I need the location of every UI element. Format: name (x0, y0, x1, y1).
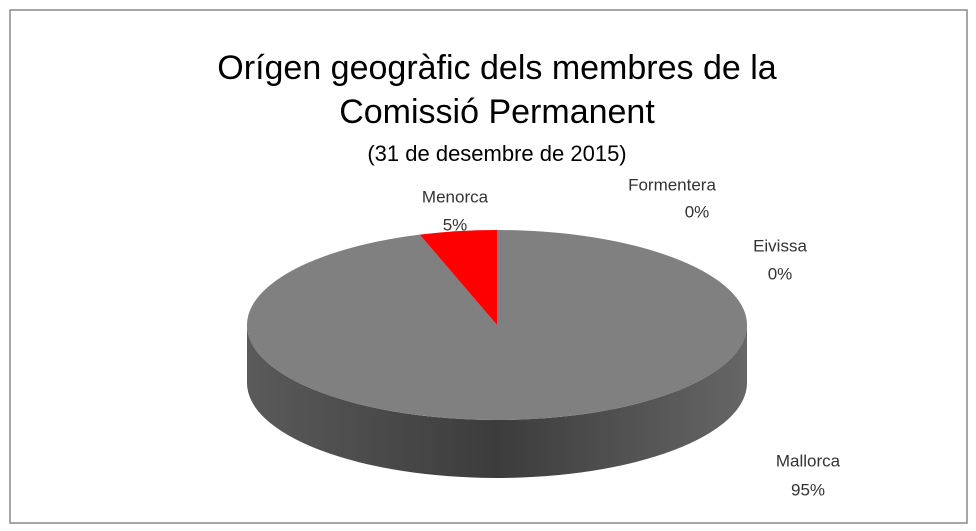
chart-title: Orígen geogràfic dels membres de la (217, 49, 776, 87)
data-label-value: 5% (443, 215, 468, 234)
data-label-value: 0% (768, 264, 793, 283)
data-label-category: Menorca (422, 187, 489, 206)
chart-title: Comissió Permanent (339, 93, 655, 131)
chart-subtitle: (31 de desembre de 2015) (367, 141, 626, 166)
data-label-category: Mallorca (776, 451, 841, 470)
data-label-category: Eivissa (753, 236, 807, 255)
pie-slice (419, 230, 497, 325)
pie-slice-side (247, 325, 747, 478)
data-label-value: 95% (791, 480, 825, 499)
data-label-category: Formentera (628, 175, 716, 194)
data-label-value: 0% (685, 202, 710, 221)
